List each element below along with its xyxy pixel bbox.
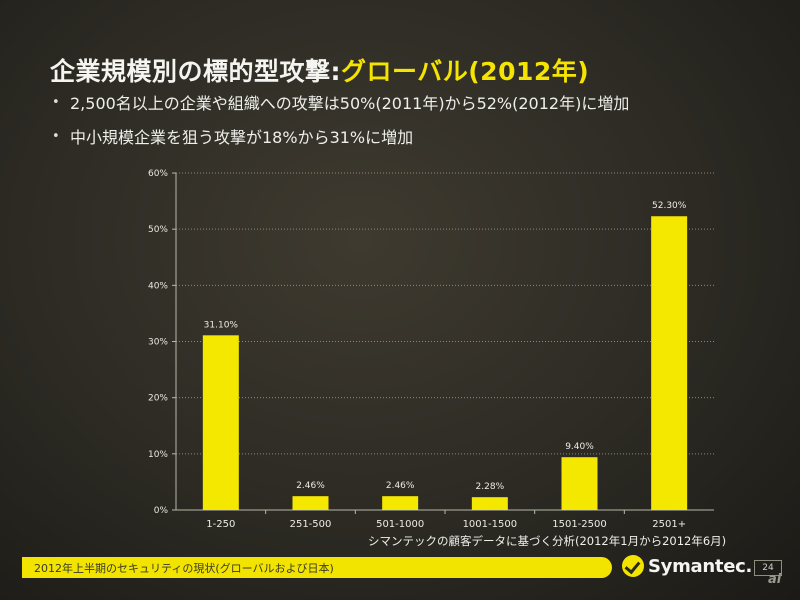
bullet-text: 2,500名以上の企業や組織への攻撃は50%(2011年)から52%(2012年… — [70, 94, 630, 113]
logo-text: Symantec. — [648, 555, 753, 577]
footer-text: 2012年上半期のセキュリティの現状(グローバルおよび日本) — [34, 562, 334, 575]
data-label: 2.46% — [296, 481, 325, 491]
page-number: 24 — [754, 560, 782, 576]
x-tick-label: 501-1000 — [376, 519, 424, 530]
slide-title: 企業規模別の標的型攻撃:グローバル(2012年) — [50, 52, 589, 88]
x-tick-label: 2501+ — [652, 519, 686, 530]
bullet-dot-icon: • — [52, 94, 60, 110]
data-label: 2.28% — [476, 482, 505, 492]
footer-bar: 2012年上半期のセキュリティの現状(グローバルおよび日本) — [22, 557, 612, 578]
bullet-list: • 2,500名以上の企業や組織への攻撃は50%(2011年)から52%(2012… — [52, 90, 629, 158]
x-tick-label: 1501-2500 — [552, 519, 607, 530]
data-label: 31.10% — [204, 320, 239, 330]
data-label: 9.40% — [565, 442, 594, 452]
bullet-item: • 2,500名以上の企業や組織への攻撃は50%(2011年)から52%(2012… — [52, 90, 629, 114]
y-tick-label: 50% — [148, 225, 168, 235]
y-tick-label: 10% — [148, 450, 168, 460]
y-tick-label: 60% — [148, 169, 168, 179]
y-tick-label: 20% — [148, 394, 168, 404]
source-note: シマンテックの顧客データに基づく分析(2012年1月から2012年6月) — [368, 534, 727, 548]
title-main: 企業規模別の標的型攻撃: — [50, 57, 341, 86]
y-tick-label: 0% — [154, 506, 169, 516]
x-tick-label: 1001-1500 — [463, 519, 518, 530]
bar — [202, 335, 239, 510]
bullet-item: • 中小規模企業を狙う攻撃が18%から31%に増加 — [52, 124, 629, 148]
x-tick-label: 251-500 — [290, 519, 332, 530]
title-accent: グローバル(2012年) — [341, 57, 590, 86]
bar — [471, 497, 508, 510]
watermark: ai — [768, 572, 782, 587]
data-label: 52.30% — [652, 201, 687, 211]
bar — [561, 457, 598, 510]
bullet-text: 中小規模企業を狙う攻撃が18%から31%に増加 — [70, 128, 414, 147]
y-tick-label: 40% — [148, 281, 168, 291]
data-label: 2.46% — [386, 481, 415, 491]
bar — [292, 496, 329, 510]
symantec-logo: Symantec. — [622, 555, 752, 577]
bar — [651, 216, 688, 510]
y-tick-label: 30% — [148, 338, 168, 348]
bar — [382, 496, 419, 510]
bullet-dot-icon: • — [52, 128, 60, 144]
x-tick-label: 1-250 — [206, 519, 235, 530]
checkmark-logo-icon — [622, 555, 644, 577]
